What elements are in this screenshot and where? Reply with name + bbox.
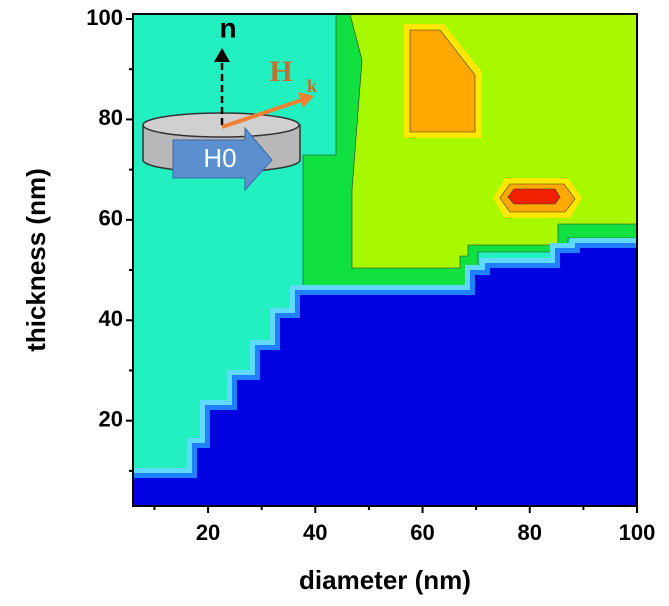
plot-frame bbox=[132, 13, 638, 507]
y-tick-label: 100 bbox=[86, 5, 123, 30]
annotation: k bbox=[307, 76, 317, 96]
y-tick-label: 80 bbox=[99, 105, 123, 130]
annotation: n bbox=[219, 12, 236, 43]
region-red bbox=[507, 188, 561, 205]
y-axis-title: thickness (nm) bbox=[21, 168, 51, 352]
region-blue bbox=[133, 248, 637, 506]
y-tick-label: 60 bbox=[99, 206, 123, 231]
annotation: H0 bbox=[203, 143, 236, 173]
annotation: H bbox=[269, 55, 292, 88]
x-axis-title: diameter (nm) bbox=[299, 565, 471, 595]
arrow-head bbox=[214, 48, 230, 62]
schematic: n H k H0 bbox=[142, 12, 317, 192]
y-tick-label: 20 bbox=[99, 406, 123, 431]
field-arrow bbox=[172, 126, 273, 192]
arrow-head bbox=[298, 92, 314, 108]
contour-map bbox=[133, 14, 637, 506]
x-tick-label: 60 bbox=[410, 520, 434, 545]
y-tick-label: 40 bbox=[99, 306, 123, 331]
x-tick-label: 100 bbox=[619, 520, 656, 545]
x-tick-label: 20 bbox=[196, 520, 220, 545]
x-tick-label: 40 bbox=[303, 520, 327, 545]
x-tick-label: 80 bbox=[518, 520, 542, 545]
region-orange bbox=[409, 29, 476, 133]
hk-arrow bbox=[221, 98, 303, 129]
